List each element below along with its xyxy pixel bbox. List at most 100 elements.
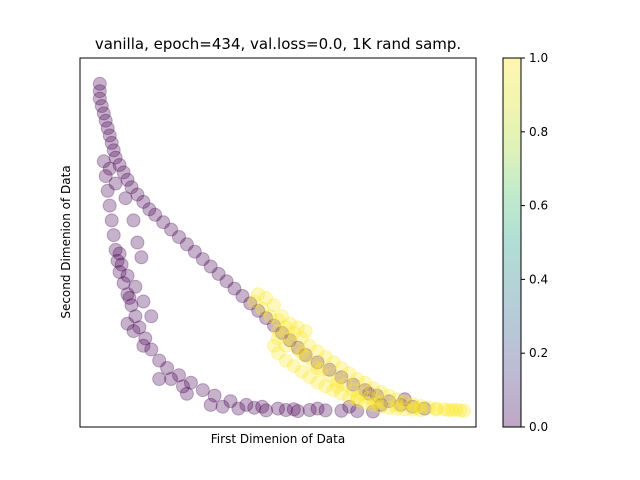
scatter-point [302,403,317,417]
scatter-point [247,400,262,415]
scatter-point [235,289,250,303]
scatter-point [128,279,143,294]
scatter-point [183,375,198,390]
scatter-point [231,401,246,416]
scatter-point [342,366,357,381]
scatter-point [286,359,301,374]
scatter-point [176,379,190,394]
scatter-point [429,401,444,416]
scatter-point [381,400,396,415]
scatter-point [92,76,107,91]
scatter-point [350,404,365,419]
scatter-point [397,394,412,409]
scatter-point [457,403,472,418]
scatter-point [334,386,349,401]
scatter-point [397,392,412,407]
scatter-point [136,338,151,353]
scatter-point [263,309,278,324]
scatter-point [259,403,274,418]
scatter-point [259,311,274,326]
scatter-point [132,320,147,335]
scatter-point [275,325,289,340]
scatter-point [409,400,424,415]
scatter-point [330,373,345,388]
scatter-point [130,187,145,202]
scatter-point [310,361,325,375]
colorbar-tick-label: 0.0 [529,420,548,434]
scatter-point [96,106,111,121]
colorbar-frame [502,57,522,428]
scatter-point [271,346,285,361]
scatter-point [124,180,139,195]
scatter-point [271,324,285,339]
scatter-point [298,348,313,362]
plot-frame [79,57,477,428]
scatter-point [342,399,357,414]
scatter-point [350,390,365,405]
scatter-point [108,150,123,165]
scatter-point [148,207,163,222]
scatter-point [152,353,167,368]
scatter-point [282,316,297,331]
colorbar-tick-label: 0.4 [529,272,548,286]
scatter-point [130,235,145,250]
scatter-point [302,338,317,353]
scatter-point [144,342,159,357]
scatter-point [370,394,384,409]
scatter-point [389,401,404,416]
colorbar-tick-label: 0.6 [529,199,548,213]
scatter-point [350,393,365,408]
scatter-point [370,388,384,403]
scatter-point [346,377,361,392]
scatter-point [152,372,167,386]
scatter-point [251,303,266,318]
scatter-point [104,213,119,228]
scatter-point [397,402,412,417]
scatter-point [282,331,297,346]
scatter-point [126,213,141,228]
scatter-point [294,331,309,346]
scatter-point [104,135,119,150]
scatter-point [138,331,153,346]
scatter-point [290,340,305,355]
scatter-point [239,397,254,412]
scatter-point [278,403,293,417]
scatter-point [271,401,285,416]
scatter-point [393,397,408,412]
scatter-point [203,259,218,274]
scatter-point [164,372,179,386]
scatter-point [413,399,428,413]
scatter-point [267,318,281,333]
scatter-point [290,320,305,335]
scatter-point [118,191,133,206]
scatter-point [247,294,262,309]
scatter-point [94,99,109,113]
scatter-point [290,404,305,419]
scatter-point [405,399,420,414]
scatter-point [358,396,373,410]
colorbar-tick-label: 0.8 [529,125,548,139]
scatter-point [98,169,113,184]
scatter-point [156,215,171,230]
scatter-point [187,244,202,259]
scatter-point [134,250,149,265]
scatter-point [172,368,186,383]
scatter-point [207,388,222,403]
scatter-point [227,281,242,296]
scatter-point [290,342,305,357]
colorbar-tick-label: 0.2 [529,346,548,360]
scatter-point [445,403,460,417]
scatter-point [120,287,135,302]
scatter-point [326,355,341,370]
scatter-point [102,198,117,213]
scatter-point [374,384,388,399]
scatter-point [366,404,380,419]
scatter-point [136,294,151,309]
scatter-point [310,344,325,359]
scatter-point [282,333,297,348]
scatter-point [381,388,396,403]
scatter-point [330,379,345,394]
scatter-point [322,368,337,383]
scatter-point [278,338,293,353]
